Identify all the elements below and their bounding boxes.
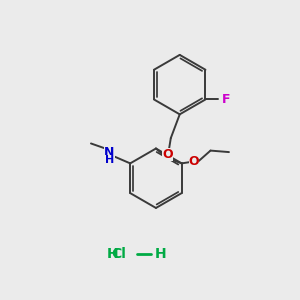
Text: H: H [107, 247, 119, 261]
Text: Cl: Cl [111, 247, 126, 261]
Text: H: H [105, 155, 114, 165]
Text: H: H [154, 247, 166, 261]
Text: O: O [162, 148, 172, 161]
Text: O: O [189, 155, 200, 168]
Text: N: N [104, 146, 115, 159]
Text: F: F [222, 93, 230, 106]
